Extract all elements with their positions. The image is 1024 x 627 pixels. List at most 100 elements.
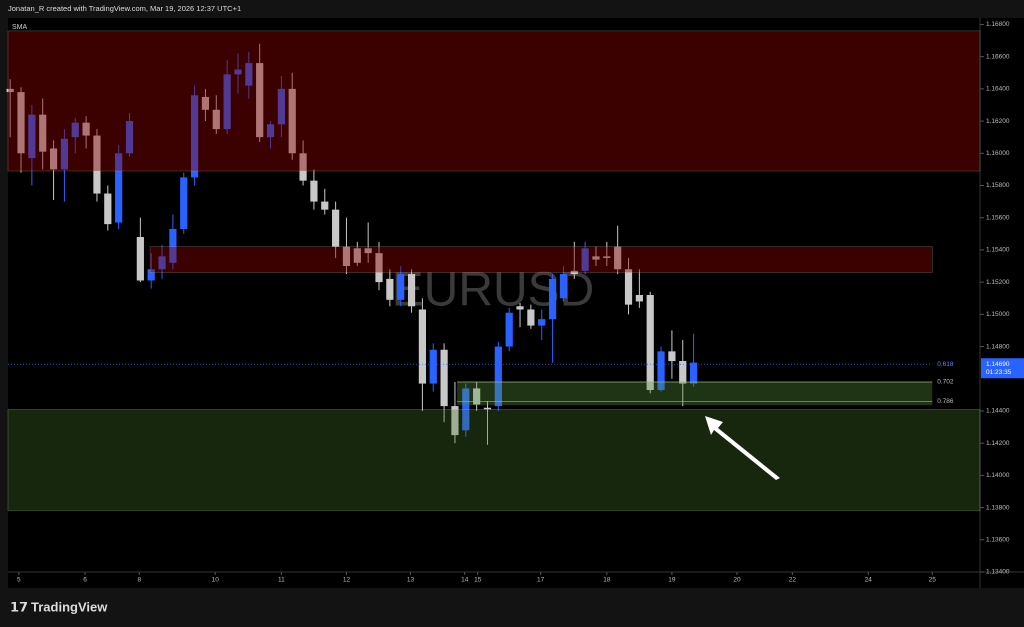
fib-level-label: 0.618 <box>937 361 954 368</box>
x-tick-label: 13 <box>407 577 415 584</box>
y-tick-label: 1.16400 <box>986 86 1010 93</box>
candle-body <box>60 138 69 170</box>
candle-body <box>223 74 231 130</box>
countdown: 01:23:35 <box>986 369 1012 376</box>
y-tick-label: 1.15800 <box>986 182 1010 189</box>
footer-logo-icon: 𝟭𝟳 <box>10 599 28 614</box>
zone <box>7 30 981 172</box>
candle-body <box>429 349 437 384</box>
candle-body <box>418 309 427 384</box>
x-tick-label: 17 <box>537 577 545 584</box>
candle-body <box>212 109 220 130</box>
x-tick-label: 14 <box>461 577 469 584</box>
candle-body <box>603 256 611 258</box>
candle-body <box>451 406 459 436</box>
candle-body <box>364 248 372 254</box>
candle-body <box>581 248 589 271</box>
candle-body <box>299 153 307 181</box>
candle-body <box>646 295 654 391</box>
zone <box>149 246 933 273</box>
x-tick-label: 19 <box>668 577 676 584</box>
candle-body <box>28 114 36 159</box>
y-tick-label: 1.15200 <box>986 279 1010 286</box>
candle-body <box>310 180 318 202</box>
candle-body <box>353 248 361 263</box>
candle-body <box>245 63 253 86</box>
arrow-annotation <box>705 416 780 480</box>
y-tick-label: 1.15600 <box>986 214 1010 221</box>
y-tick-label: 1.15400 <box>986 247 1010 254</box>
plot-bg <box>8 18 1024 588</box>
candle-body <box>234 69 242 75</box>
x-tick-label: 11 <box>278 577 285 584</box>
candle-body <box>570 270 578 275</box>
y-tick-label: 1.13400 <box>986 569 1010 576</box>
y-tick-label: 1.16200 <box>986 118 1010 125</box>
y-tick-label: 1.14000 <box>986 472 1010 479</box>
candle-body <box>147 269 155 281</box>
candle-body <box>679 361 687 384</box>
candle-body <box>668 351 676 362</box>
x-tick-label: 15 <box>474 577 482 584</box>
candle-body <box>125 121 134 154</box>
x-tick-label: 24 <box>865 577 873 584</box>
x-tick-label: 6 <box>83 577 87 584</box>
candle-body <box>6 88 14 93</box>
y-tick-label: 1.13800 <box>986 504 1010 511</box>
y-tick-label: 1.16800 <box>986 21 1010 28</box>
x-tick-label: 5 <box>17 577 21 584</box>
candle-body <box>483 407 492 410</box>
x-tick-label: 25 <box>929 577 937 584</box>
candle-body <box>82 122 90 136</box>
candle-body <box>559 274 568 299</box>
candle-body <box>17 92 25 154</box>
y-tick-label: 1.16000 <box>986 150 1010 157</box>
candle-body <box>538 319 546 326</box>
candle-body <box>635 295 643 302</box>
candle-body <box>505 312 513 347</box>
candle-body <box>397 274 405 300</box>
candle-body <box>548 278 557 320</box>
candle-body <box>516 306 524 310</box>
candle-body <box>321 201 329 210</box>
last-price-label: 1.14690 <box>986 361 1010 368</box>
fib-zone <box>457 381 933 406</box>
fib-level-label: 0.702 <box>937 379 954 386</box>
candle-body <box>169 228 177 263</box>
y-tick-label: 1.15000 <box>986 311 1010 318</box>
candle-body <box>375 253 383 283</box>
candle-body <box>93 135 101 194</box>
indicator-label[interactable]: SMA <box>12 24 28 31</box>
candle-body <box>256 63 264 138</box>
candle-body <box>386 278 394 300</box>
candle-body <box>624 269 633 305</box>
candle-body <box>136 237 144 281</box>
zone <box>7 409 981 512</box>
candle-body <box>71 122 79 138</box>
candle-body <box>288 88 296 154</box>
candle-body <box>332 209 340 247</box>
y-tick-label: 1.14800 <box>986 343 1010 350</box>
x-tick-label: 10 <box>212 577 220 584</box>
candle-body <box>494 346 502 407</box>
candle-body <box>49 148 58 170</box>
candle-body <box>342 246 351 267</box>
y-tick-label: 1.14200 <box>986 440 1010 447</box>
x-tick-label: 12 <box>343 577 351 584</box>
y-tick-label: 1.14400 <box>986 408 1010 415</box>
x-tick-label: 18 <box>603 577 611 584</box>
last-price-tag <box>981 358 1024 379</box>
candle-body <box>614 246 622 270</box>
candle-body <box>180 177 188 229</box>
candle-body <box>657 351 665 391</box>
y-tick-label: 1.16600 <box>986 53 1010 60</box>
candle-body <box>690 362 698 384</box>
candle-body <box>440 349 448 407</box>
candle-body <box>277 88 285 125</box>
candle-body <box>115 153 123 223</box>
header: Jonatan_R created with TradingView.com, … <box>8 4 241 13</box>
candle-body <box>407 274 416 307</box>
y-tick-label: 1.13600 <box>986 537 1010 544</box>
